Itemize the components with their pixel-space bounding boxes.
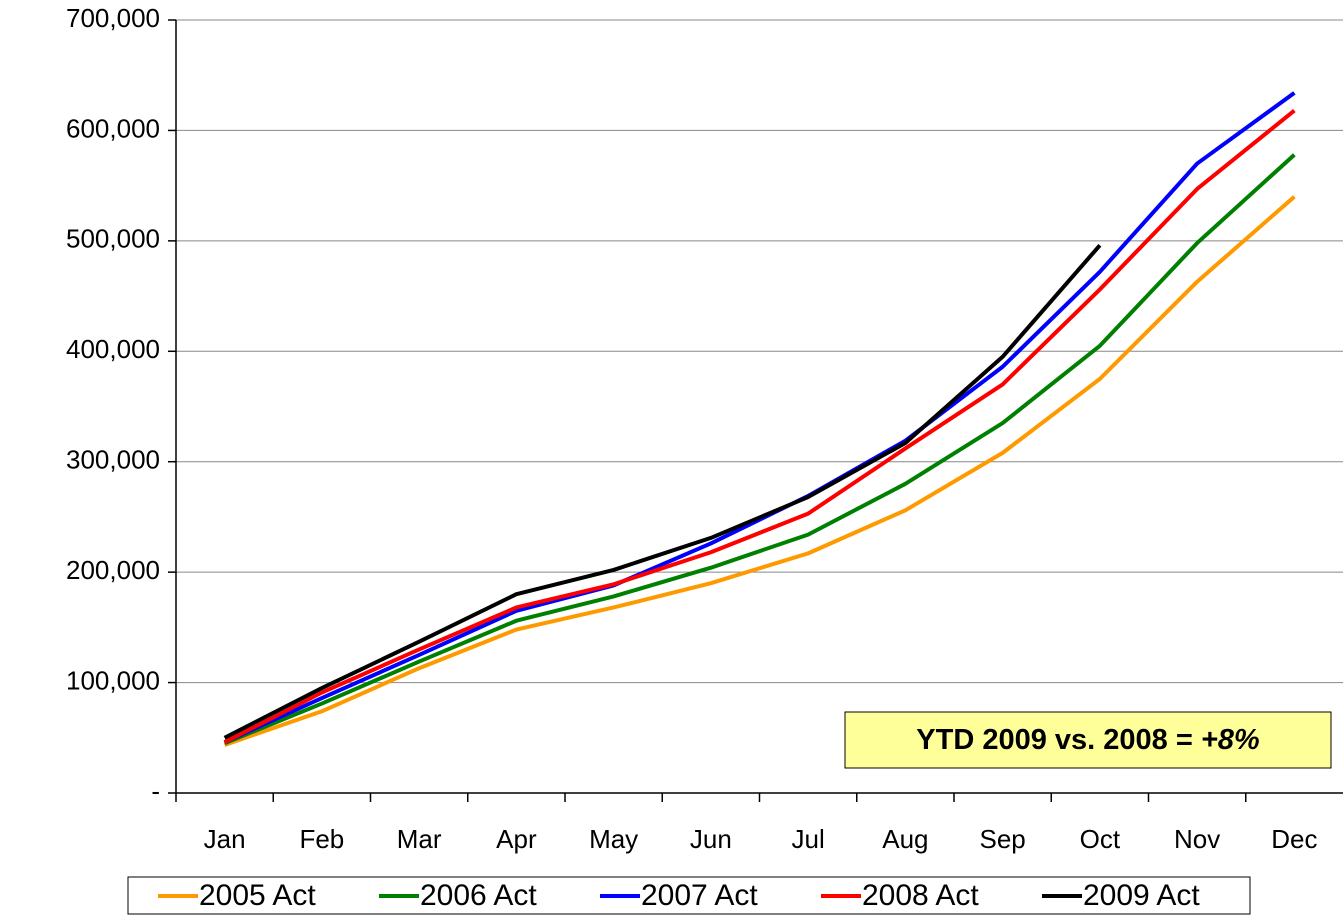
x-tick-label: Feb <box>299 824 344 854</box>
series-line <box>223 108 1296 744</box>
series-line <box>223 91 1296 745</box>
x-tick-label: Aug <box>882 824 928 854</box>
y-tick-label: 400,000 <box>66 334 160 364</box>
y-tick-label: 500,000 <box>66 224 160 254</box>
legend-label: 2008 Act <box>862 879 979 912</box>
x-tick-label: Sep <box>979 824 1025 854</box>
x-tick-label: Nov <box>1174 824 1220 854</box>
series-line <box>223 153 1296 746</box>
x-tick-label: May <box>589 824 638 854</box>
x-tick-label: Mar <box>397 824 442 854</box>
legend-label: 2009 Act <box>1083 879 1200 912</box>
x-tick-label: Dec <box>1271 824 1317 854</box>
y-tick-label: 200,000 <box>66 555 160 585</box>
legend-label: 2005 Act <box>199 879 316 912</box>
annotation-text: YTD 2009 vs. 2008 = <box>916 724 1201 756</box>
x-tick-label: Oct <box>1080 824 1121 854</box>
annotation: YTD 2009 vs. 2008 = +8% <box>916 724 1259 756</box>
x-tick-label: Jan <box>204 824 246 854</box>
y-tick-label: - <box>151 776 160 806</box>
y-tick-label: 700,000 <box>66 3 160 33</box>
legend-label: 2006 Act <box>420 879 537 912</box>
y-tick-label: 600,000 <box>66 113 160 143</box>
x-tick-label: Apr <box>496 824 537 854</box>
series-line <box>223 195 1296 747</box>
x-tick-label: Jun <box>690 824 732 854</box>
y-tick-label: 300,000 <box>66 445 160 475</box>
x-tick-label: Jul <box>792 824 825 854</box>
legend-label: 2007 Act <box>641 879 758 912</box>
series-line <box>223 243 1102 740</box>
legend-box <box>127 876 1251 915</box>
annotation-emphasis: +8% <box>1201 724 1260 756</box>
annotation-box <box>844 711 1332 769</box>
y-tick-label: 100,000 <box>66 665 160 695</box>
